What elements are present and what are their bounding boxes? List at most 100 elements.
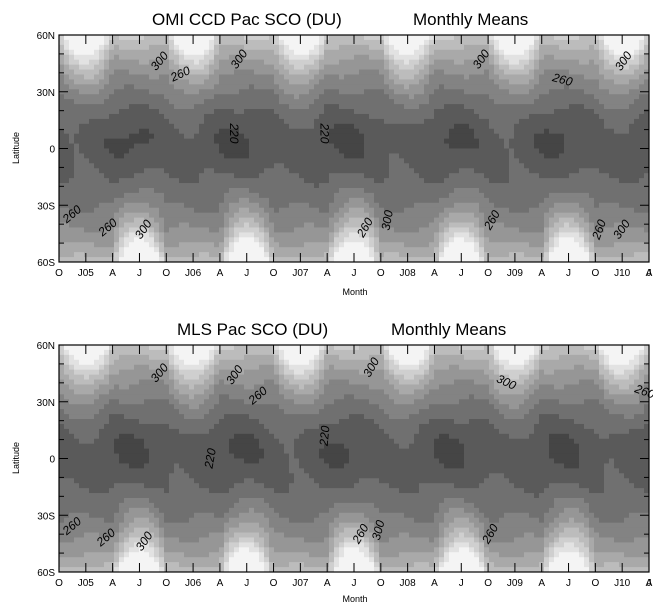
contour-cell	[59, 242, 65, 248]
contour-cell	[484, 44, 490, 51]
contour-cell	[129, 138, 135, 145]
contour-cell	[444, 49, 450, 56]
contour-cell	[349, 113, 355, 120]
contour-cell	[339, 187, 345, 194]
contour-cell	[264, 207, 270, 214]
contour-cell	[569, 79, 575, 85]
contour-cell	[219, 153, 225, 159]
contour-cell	[134, 257, 140, 262]
contour-cell	[429, 84, 435, 90]
contour-cell	[209, 153, 215, 159]
contour-cell	[514, 237, 520, 243]
omi-contour-panel: OMI CCD Pac SCO (DU) Monthly Means O J05 A…	[11, 10, 653, 297]
contour-cell	[84, 207, 90, 214]
contour-cell	[114, 158, 120, 164]
contour-cell	[124, 118, 130, 125]
contour-cell	[539, 187, 545, 194]
contour-cell	[104, 54, 110, 61]
contour-cell	[124, 35, 130, 41]
contour-cell	[544, 163, 550, 169]
contour-cell	[94, 99, 100, 105]
contour-cell	[104, 64, 110, 71]
contour-cell	[184, 168, 190, 174]
contour-cell	[219, 227, 225, 233]
contour-cell	[69, 183, 75, 189]
contour-cell	[409, 109, 415, 115]
contour-cell	[189, 242, 195, 248]
contour-cell	[364, 104, 370, 110]
contour-cell	[179, 39, 185, 46]
contour-cell	[404, 237, 410, 243]
contour-cell	[94, 192, 100, 199]
contour-cell	[379, 64, 385, 71]
contour-cell	[364, 178, 370, 184]
contour-cell	[89, 192, 95, 199]
contour-cell	[64, 227, 70, 233]
contour-cell	[469, 69, 475, 75]
contour-cell	[579, 74, 585, 80]
contour-cell	[369, 69, 375, 75]
contour-cell	[94, 123, 100, 130]
contour-cell	[289, 143, 295, 149]
contour-cell	[434, 128, 440, 135]
contour-cell	[69, 64, 75, 71]
contour-cell	[564, 163, 570, 169]
contour-cell	[244, 168, 250, 174]
contour-cell	[339, 44, 345, 51]
contour-cell	[419, 113, 425, 120]
contour-cell	[429, 192, 435, 199]
contour-cell	[579, 202, 585, 209]
contour-cell	[214, 89, 220, 95]
contour-cell	[464, 118, 470, 125]
contour-cell	[249, 99, 255, 105]
contour-cell	[214, 84, 220, 90]
contour-cell	[194, 123, 200, 130]
contour-cell	[134, 237, 140, 243]
contour-cell	[549, 104, 555, 110]
contour-cell	[444, 138, 450, 145]
contour-cell	[164, 187, 170, 194]
contour-cell	[259, 217, 265, 224]
contour-cell	[234, 183, 240, 189]
contour-cell	[189, 109, 195, 115]
contour-cell	[569, 113, 575, 120]
contour-cell	[574, 168, 580, 174]
contour-cell	[84, 109, 90, 115]
contour-cell	[504, 79, 510, 85]
contour-cell	[469, 252, 475, 258]
contour-cell	[74, 104, 80, 110]
contour-cell	[524, 257, 530, 262]
contour-cell	[354, 104, 360, 110]
contour-cell	[89, 197, 95, 204]
contour-cell	[174, 113, 180, 120]
contour-cell	[344, 178, 350, 184]
contour-cell	[494, 153, 500, 159]
contour-cell	[229, 128, 235, 135]
contour-cell	[374, 237, 380, 243]
contour-cell	[229, 35, 235, 41]
contour-cell	[309, 133, 315, 140]
contour-cell	[189, 123, 195, 130]
contour-cell	[449, 212, 455, 219]
contour-cell	[309, 178, 315, 184]
contour-cell	[234, 212, 240, 219]
contour-cell	[344, 133, 350, 140]
contour-cell	[224, 79, 230, 85]
contour-cell	[304, 49, 310, 56]
contour-cell	[419, 49, 425, 56]
contour-cell	[229, 197, 235, 204]
contour-cell	[519, 232, 525, 238]
contour-cell	[194, 128, 200, 135]
contour-cell	[504, 197, 510, 204]
contour-cell	[59, 94, 65, 100]
contour-cell	[564, 74, 570, 80]
contour-cell	[99, 207, 105, 214]
contour-cell	[239, 94, 245, 100]
contour-cell	[444, 217, 450, 224]
contour-cell	[584, 222, 590, 228]
contour-cell	[379, 118, 385, 125]
contour-cell	[74, 217, 80, 224]
contour-cell	[199, 138, 205, 145]
contour-cell	[169, 143, 175, 149]
contour-cell	[214, 123, 220, 130]
